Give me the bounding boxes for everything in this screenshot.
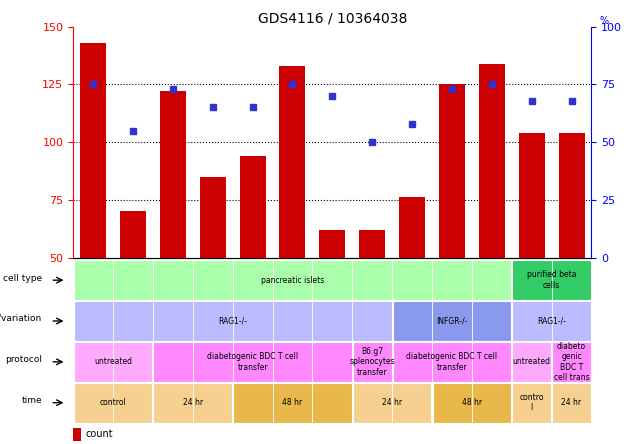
Text: INFGR-/-: INFGR-/- <box>436 317 467 325</box>
Text: untreated: untreated <box>94 357 132 366</box>
Bar <box>392 342 511 382</box>
Bar <box>153 383 232 423</box>
Text: B6.g7
splenocytes
transfer: B6.g7 splenocytes transfer <box>349 347 395 377</box>
Bar <box>353 342 392 382</box>
Bar <box>399 198 425 258</box>
Bar <box>74 301 392 341</box>
Text: %: % <box>599 16 609 26</box>
Text: control: control <box>100 398 127 407</box>
Bar <box>359 230 385 258</box>
Bar <box>74 342 152 382</box>
Bar <box>200 177 226 258</box>
Text: untreated: untreated <box>513 357 551 366</box>
Text: diabetogenic BDC T cell
transfer: diabetogenic BDC T cell transfer <box>406 352 497 372</box>
Bar <box>479 63 505 258</box>
Title: GDS4116 / 10364038: GDS4116 / 10364038 <box>258 12 407 25</box>
Bar <box>120 211 146 258</box>
Text: 48 hr: 48 hr <box>282 398 303 407</box>
Bar <box>513 301 591 341</box>
Text: diabetogenic BDC T cell
transfer: diabetogenic BDC T cell transfer <box>207 352 298 372</box>
Bar <box>439 84 465 258</box>
Text: RAG1-/-: RAG1-/- <box>537 317 566 325</box>
Text: count: count <box>85 429 113 439</box>
Text: pancreatic islets: pancreatic islets <box>261 276 324 285</box>
Bar <box>552 342 591 382</box>
Bar <box>392 301 511 341</box>
Text: contro
l: contro l <box>520 393 544 412</box>
Text: 48 hr: 48 hr <box>462 398 482 407</box>
Bar <box>513 260 591 300</box>
Text: time: time <box>22 396 42 405</box>
Bar <box>279 66 305 258</box>
Bar <box>74 260 511 300</box>
Text: 24 hr: 24 hr <box>562 398 581 407</box>
Bar <box>513 342 551 382</box>
Bar <box>353 383 431 423</box>
Bar <box>519 133 544 258</box>
Bar <box>160 91 186 258</box>
Text: purified beta
cells: purified beta cells <box>527 270 576 290</box>
Bar <box>319 230 345 258</box>
Bar <box>558 133 584 258</box>
Text: 24 hr: 24 hr <box>183 398 203 407</box>
Bar <box>153 342 352 382</box>
Text: RAG1-/-: RAG1-/- <box>218 317 247 325</box>
Text: 24 hr: 24 hr <box>382 398 402 407</box>
Bar <box>552 383 591 423</box>
Bar <box>80 43 106 258</box>
Text: protocol: protocol <box>5 355 42 365</box>
Text: genotype/variation: genotype/variation <box>0 314 42 324</box>
Bar <box>240 156 265 258</box>
Bar <box>233 383 352 423</box>
Bar <box>74 383 152 423</box>
Text: diabeto
genic
BDC T
cell trans: diabeto genic BDC T cell trans <box>554 342 590 382</box>
Bar <box>73 428 81 441</box>
Text: cell type: cell type <box>3 274 42 283</box>
Bar <box>513 383 551 423</box>
Bar <box>432 383 511 423</box>
